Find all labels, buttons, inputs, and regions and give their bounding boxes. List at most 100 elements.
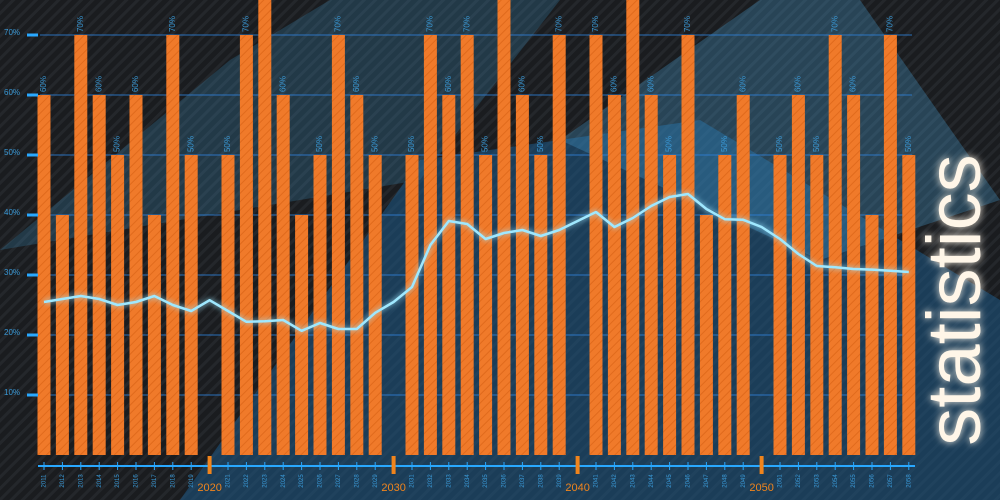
x-tick-mark bbox=[575, 456, 580, 474]
bars: 60% 70% 60% 50% 60% 70% 50% 50% 70% 60% 50% 70% 60% 5… bbox=[37, 0, 916, 455]
plot: 60% 70% 60% 50% 60% 70% 50% 50% 70% 60% 50% 70% 60% 5… bbox=[4, 0, 916, 494]
x-tick-label: 2017 bbox=[152, 474, 158, 488]
bar bbox=[663, 155, 677, 455]
bar bbox=[644, 95, 658, 455]
bar bbox=[442, 95, 456, 455]
x-tick-label: 2012 bbox=[60, 474, 66, 488]
bar bbox=[331, 35, 345, 455]
bar bbox=[221, 155, 235, 455]
bar bbox=[865, 215, 879, 455]
line bbox=[43, 192, 909, 333]
x-tick-label: 2050 bbox=[749, 482, 773, 494]
axes: 10% 20% 30% 40% 50% 60% 70% 2011 2012 2013 2014 201… bbox=[4, 28, 915, 494]
bar bbox=[295, 215, 309, 455]
bar bbox=[147, 215, 161, 455]
x-tick-label: 2027 bbox=[336, 474, 342, 488]
value-label: 50% bbox=[370, 136, 379, 152]
bar bbox=[589, 35, 603, 455]
bar bbox=[74, 35, 88, 455]
x-tick-label: 2015 bbox=[115, 474, 121, 488]
bar bbox=[791, 95, 805, 455]
bar bbox=[736, 95, 750, 455]
bar bbox=[479, 155, 493, 455]
x-tick-label: 2038 bbox=[538, 474, 544, 488]
value-label: 50% bbox=[223, 136, 232, 152]
value-label: 70% bbox=[886, 16, 895, 32]
x-tick-label: 2047 bbox=[704, 474, 710, 488]
bar bbox=[313, 155, 327, 455]
value-label: 50% bbox=[904, 136, 913, 152]
value-label: 60% bbox=[738, 76, 747, 92]
value-label: 60% bbox=[444, 76, 453, 92]
value-label: 70% bbox=[554, 16, 563, 32]
y-tick-label: 60% bbox=[4, 88, 20, 97]
bar bbox=[460, 35, 474, 455]
x-tick-label: 2028 bbox=[354, 474, 360, 488]
x-tick-label: 2040 bbox=[565, 482, 589, 494]
bar bbox=[534, 155, 548, 455]
bar bbox=[552, 35, 566, 455]
x-tick-label: 2051 bbox=[778, 474, 784, 488]
x-tick-label: 2011 bbox=[42, 474, 48, 488]
value-label: 70% bbox=[168, 16, 177, 32]
x-tick-label: 2025 bbox=[299, 474, 305, 488]
bar bbox=[515, 95, 529, 455]
x-tick-mark bbox=[759, 456, 764, 474]
bar bbox=[55, 215, 69, 455]
bar bbox=[883, 35, 897, 455]
x-tick-label: 2018 bbox=[170, 474, 176, 488]
bar bbox=[129, 95, 143, 455]
value-label: 60% bbox=[131, 76, 140, 92]
bar bbox=[847, 95, 861, 455]
bar bbox=[276, 95, 290, 455]
bar bbox=[626, 0, 640, 455]
chart-title: statistics bbox=[912, 154, 997, 445]
x-tick-label: 2054 bbox=[833, 474, 839, 488]
bar bbox=[405, 155, 419, 455]
value-label: 50% bbox=[812, 136, 821, 152]
bar bbox=[239, 35, 253, 455]
lines bbox=[43, 192, 909, 333]
x-tick-label: 2048 bbox=[722, 474, 728, 488]
x-tick-label: 2058 bbox=[906, 474, 912, 488]
x-tick-label: 2022 bbox=[244, 474, 250, 488]
value-label: 50% bbox=[407, 136, 416, 152]
bar bbox=[258, 0, 272, 455]
bar bbox=[828, 35, 842, 455]
value-label: 70% bbox=[76, 16, 85, 32]
bar bbox=[718, 155, 732, 455]
x-tick-label: 2013 bbox=[78, 474, 84, 488]
x-tick-label: 2043 bbox=[630, 474, 636, 488]
x-tick-label: 2053 bbox=[814, 474, 820, 488]
value-label: 60% bbox=[39, 76, 48, 92]
y-tick-label: 70% bbox=[4, 28, 20, 37]
value-label: 60% bbox=[794, 76, 803, 92]
bar bbox=[773, 155, 787, 455]
x-tick-label: 2035 bbox=[483, 474, 489, 488]
value-label: 70% bbox=[683, 16, 692, 32]
x-tick-label: 2055 bbox=[851, 474, 857, 488]
value-label: 70% bbox=[242, 16, 251, 32]
x-tick-label: 2049 bbox=[741, 474, 747, 488]
x-tick-label: 2037 bbox=[520, 474, 526, 488]
bar bbox=[681, 35, 695, 455]
bar bbox=[350, 95, 364, 455]
x-tick-label: 2041 bbox=[594, 474, 600, 488]
y-tick-label: 50% bbox=[4, 148, 20, 157]
bar bbox=[607, 95, 621, 455]
y-tick-label: 40% bbox=[4, 208, 20, 217]
bar bbox=[902, 155, 916, 455]
x-tick-label: 2045 bbox=[667, 474, 673, 488]
value-label: 60% bbox=[352, 76, 361, 92]
value-label: 50% bbox=[665, 136, 674, 152]
bar bbox=[92, 95, 106, 455]
value-label: 70% bbox=[830, 16, 839, 32]
value-label: 50% bbox=[186, 136, 195, 152]
x-tick-mark bbox=[207, 456, 212, 474]
value-label: 60% bbox=[849, 76, 858, 92]
x-tick-label: 2032 bbox=[428, 474, 434, 488]
y-tick-label: 10% bbox=[4, 388, 20, 397]
value-label: 70% bbox=[426, 16, 435, 32]
bar bbox=[166, 35, 180, 455]
value-label: 60% bbox=[278, 76, 287, 92]
